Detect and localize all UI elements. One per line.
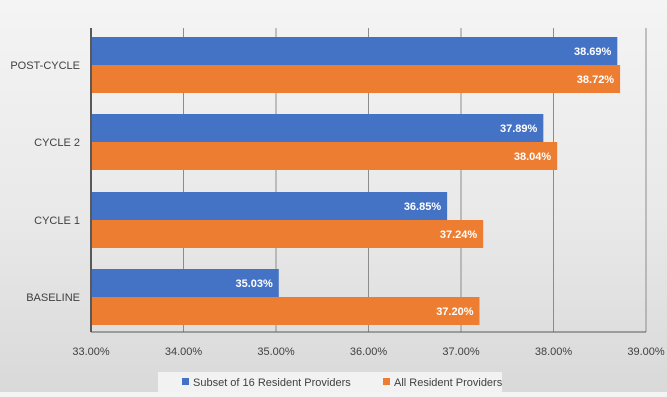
data-label: 37.89% (500, 123, 538, 135)
data-label: 37.24% (440, 229, 478, 241)
bar (91, 65, 621, 93)
category-label: CYCLE 2 (34, 137, 80, 149)
category-label: POST-CYCLE (10, 60, 80, 72)
legend-label: Subset of 16 Resident Providers (193, 377, 351, 389)
x-tick-label: 34.00% (165, 346, 203, 358)
bar (91, 37, 618, 65)
x-tick-label: 35.00% (257, 346, 295, 358)
bar (91, 220, 484, 248)
bar (91, 192, 448, 220)
legend-swatch (182, 378, 189, 385)
legend-background (158, 372, 502, 392)
bar (91, 269, 279, 297)
data-label: 36.85% (404, 201, 442, 213)
data-label: 38.69% (574, 46, 612, 58)
bar (91, 142, 558, 170)
x-tick-label: 36.00% (350, 346, 388, 358)
bar (91, 114, 544, 142)
x-tick-label: 38.00% (535, 346, 573, 358)
data-label: 37.20% (436, 306, 474, 318)
x-tick-label: 33.00% (72, 346, 110, 358)
data-label: 35.03% (235, 278, 273, 290)
category-label: CYCLE 1 (34, 215, 80, 227)
bar (91, 297, 480, 325)
category-label: BASELINE (26, 292, 80, 304)
legend-swatch (383, 378, 390, 385)
data-label: 38.04% (514, 151, 552, 163)
data-label: 38.72% (577, 74, 615, 86)
x-tick-label: 37.00% (442, 346, 480, 358)
x-tick-label: 39.00% (627, 346, 665, 358)
legend-label: All Resident Providers (394, 377, 503, 389)
